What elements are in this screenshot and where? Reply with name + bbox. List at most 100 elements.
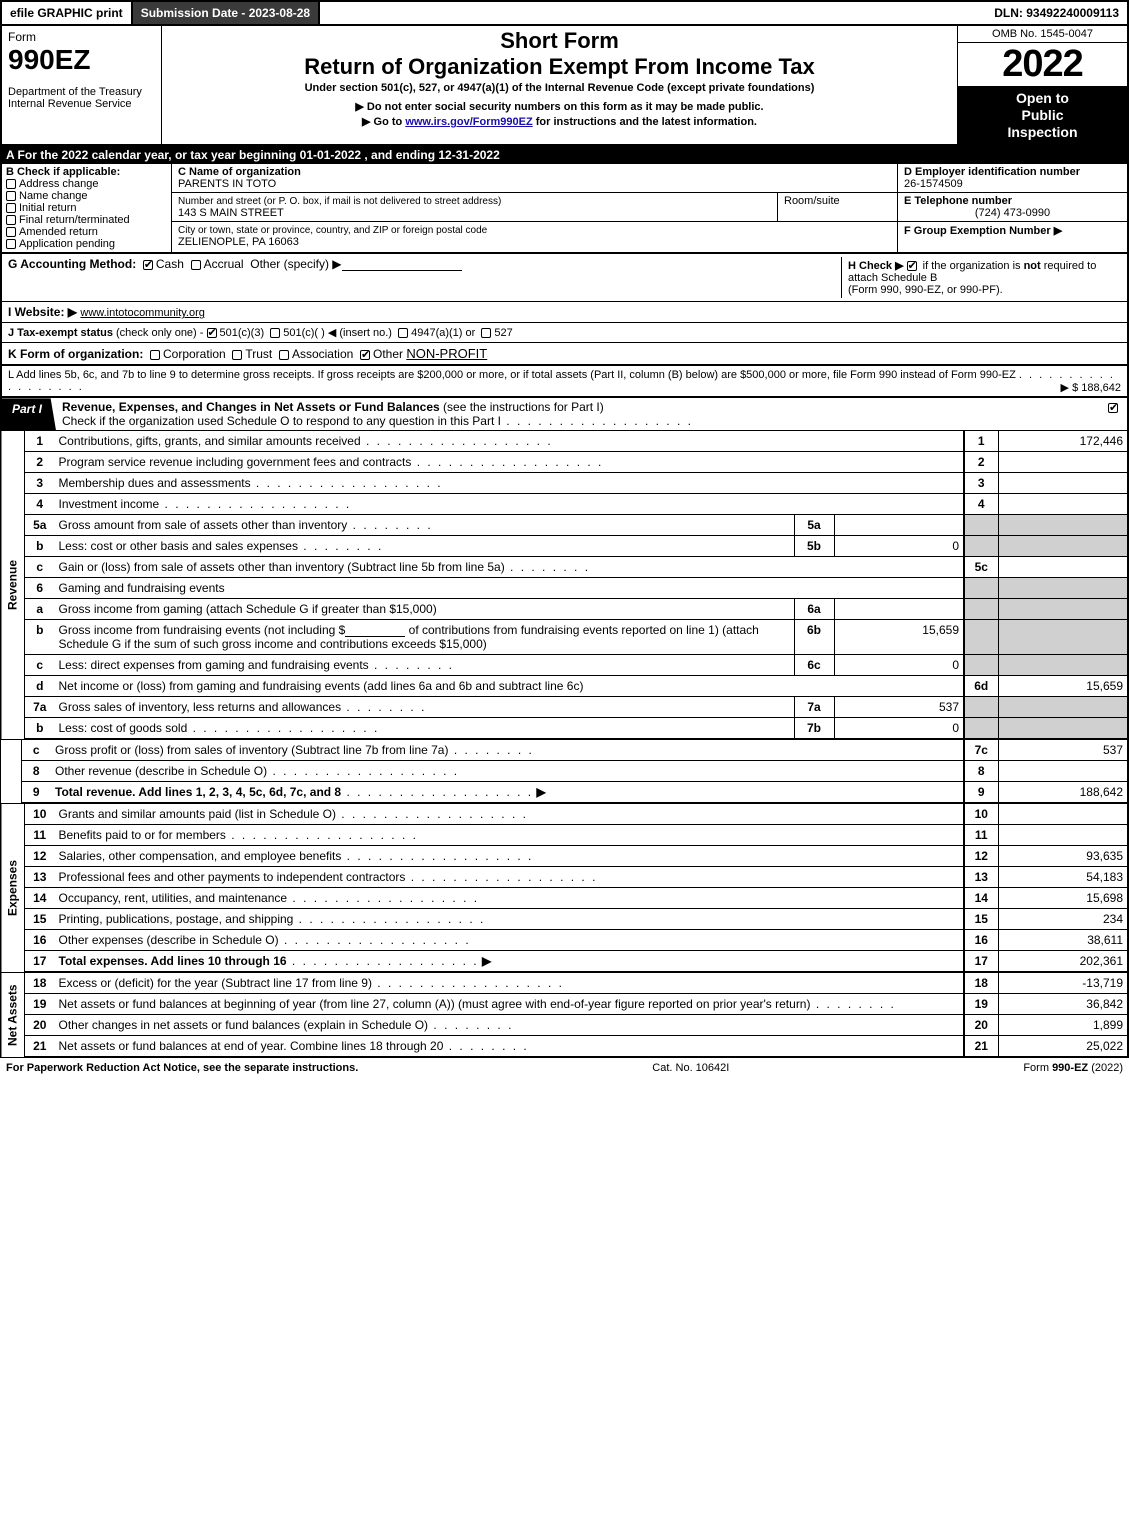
form-word: Form [8,30,155,44]
checkbox-amended-return[interactable] [6,227,16,237]
omb-number: OMB No. 1545-0047 [958,26,1127,43]
other-org-value: NON-PROFIT [406,346,487,361]
h-text4: (Form 990, 990-EZ, or 990-PF). [848,284,1003,296]
line-g-h: G Accounting Method: Cash Accrual Other … [0,254,1129,302]
other-specify-input[interactable] [342,259,462,271]
part-i-bar: Part I Revenue, Expenses, and Changes in… [0,398,1129,431]
desc: Contributions, gifts, grants, and simila… [55,431,965,452]
room-suite-label: Room/suite [784,195,840,207]
checkbox-other-org[interactable] [360,350,370,360]
l-text: L Add lines 5b, 6c, and 7b to line 9 to … [8,369,1016,381]
efile-print-label[interactable]: efile GRAPHIC print [2,2,133,24]
checkbox-final-return[interactable] [6,215,16,225]
b-opt-pending: Application pending [6,238,167,250]
checkbox-initial-return[interactable] [6,203,16,213]
checkbox-address-change[interactable] [6,179,16,189]
f-group-exemption: F Group Exemption Number ▶ [898,222,1127,239]
checkbox-accrual[interactable] [191,260,201,270]
expenses-table: Expenses 10 Grants and similar amounts p… [0,804,1129,973]
part-i-tab: Part I [2,398,56,430]
col-d-e-f: D Employer identification number 26-1574… [897,164,1127,252]
sidebar-revenue: Revenue [1,431,25,739]
ein-label: D Employer identification number [904,166,1080,178]
revenue-table: Revenue 1 Contributions, gifts, grants, … [0,431,1129,740]
form-number: 990EZ [8,44,155,76]
goto-line: ▶ Go to www.irs.gov/Form990EZ for instru… [168,115,951,128]
checkbox-h[interactable] [907,261,917,271]
form-title-block: Short Form Return of Organization Exempt… [162,26,957,144]
h-not: not [1024,260,1041,272]
b-opt-name: Name change [6,190,167,202]
checkbox-assoc[interactable] [279,350,289,360]
open-line-3: Inspection [960,124,1125,141]
e-telephone: E Telephone number (724) 473-0990 [898,193,1127,222]
d-ein: D Employer identification number 26-1574… [898,164,1127,193]
open-line-2: Public [960,107,1125,124]
h-text1: H Check ▶ [848,260,904,272]
goto-link[interactable]: www.irs.gov/Form990EZ [405,116,532,128]
page-footer: For Paperwork Reduction Act Notice, see … [0,1058,1129,1078]
checkbox-527[interactable] [481,328,491,338]
revenue-table-2: c Gross profit or (loss) from sales of i… [0,740,1129,804]
c-street-label: Number and street (or P. O. box, if mail… [178,196,501,207]
form-number-block: Form 990EZ Department of the Treasury In… [2,26,162,144]
title-return: Return of Organization Exempt From Incom… [168,54,951,80]
h-text2: if the organization is [923,260,1024,272]
part-i-checkbox-cell [1102,398,1127,430]
sidebar-net-assets: Net Assets [1,973,25,1057]
b-opt-address: Address change [6,178,167,190]
b-opt-amended: Amended return [6,226,167,238]
part-i-title: Revenue, Expenses, and Changes in Net As… [56,398,1102,430]
c-city-label: City or town, state or province, country… [178,225,487,236]
contributions-amount-input[interactable] [345,625,405,637]
net-assets-table: Net Assets 18 Excess or (deficit) for th… [0,973,1129,1058]
org-street: 143 S MAIN STREET [178,207,284,219]
ln: 1 [25,431,55,452]
dln: DLN: 93492240009113 [986,2,1127,24]
c-name: C Name of organization PARENTS IN TOTO [172,164,897,192]
footer-cat-no: Cat. No. 10642I [652,1062,729,1074]
ein-value: 26-1574509 [904,178,963,190]
checkbox-cash[interactable] [143,260,153,270]
checkbox-schedule-o[interactable] [1108,403,1118,413]
dept-line-1: Department of the Treasury [8,86,155,98]
checkbox-corp[interactable] [150,350,160,360]
footer-right: Form 990-EZ (2022) [1023,1062,1123,1074]
b-opt-initial: Initial return [6,202,167,214]
title-short-form: Short Form [168,28,951,54]
tel-label: E Telephone number [904,195,1012,207]
b-opt-final: Final return/terminated [6,214,167,226]
checkbox-name-change[interactable] [6,191,16,201]
g-label: G Accounting Method: [8,257,136,271]
checkbox-4947[interactable] [398,328,408,338]
j-label: J Tax-exempt status [8,327,113,339]
header-right: OMB No. 1545-0047 2022 Open to Public In… [957,26,1127,144]
checkbox-501c3[interactable] [207,328,217,338]
topbar: efile GRAPHIC print Submission Date - 20… [0,0,1129,26]
rn: 1 [964,431,998,452]
group-exemption-label: F Group Exemption Number ▶ [904,225,1062,237]
website-link[interactable]: www.intotocommunity.org [80,307,205,319]
h-check: H Check ▶ if the organization is not req… [841,257,1121,298]
checkbox-application-pending[interactable] [6,239,16,249]
org-city: ZELIENOPLE, PA 16063 [178,236,299,248]
dept-line-2: Internal Revenue Service [8,98,155,110]
line-a: A For the 2022 calendar year, or tax yea… [0,146,1129,164]
section-b-c-d: B Check if applicable: Address change Na… [0,164,1129,254]
col-b: B Check if applicable: Address change Na… [2,164,172,252]
part-i-paren: (see the instructions for Part I) [440,400,604,414]
i-label: I Website: ▶ [8,305,77,319]
checkbox-501c[interactable] [270,328,280,338]
j-sub: (check only one) - [113,327,207,339]
submission-date: Submission Date - 2023-08-28 [133,2,320,24]
part-i-check-text: Check if the organization used Schedule … [62,414,501,428]
g-accounting: G Accounting Method: Cash Accrual Other … [8,257,833,298]
l-amount: ▶ $ 188,642 [1061,381,1121,394]
c-street: Number and street (or P. O. box, if mail… [172,193,777,221]
checkbox-trust[interactable] [232,350,242,360]
rv: 172,446 [998,431,1128,452]
k-label: K Form of organization: [8,347,143,361]
room-suite: Room/suite [777,193,897,221]
goto-post: for instructions and the latest informat… [533,116,757,128]
org-name: PARENTS IN TOTO [178,178,276,190]
